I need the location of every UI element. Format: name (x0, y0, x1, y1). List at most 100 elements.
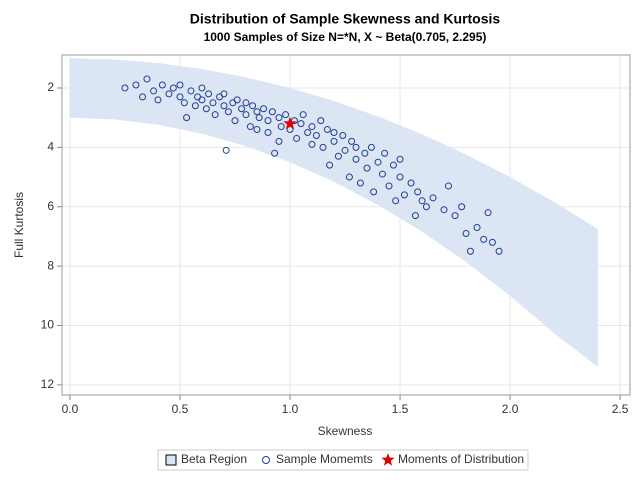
sample-point (495, 247, 503, 255)
y-tick-label: 6 (47, 199, 54, 213)
sample-point (440, 206, 448, 214)
sample-point (275, 114, 283, 122)
sample-point (233, 96, 241, 104)
sample-point (246, 123, 254, 131)
sample-point (260, 105, 268, 113)
sample-point (158, 81, 166, 89)
sample-point (308, 140, 316, 148)
sample-point (253, 126, 261, 134)
sample-point (132, 81, 140, 89)
x-tick-label: 2.0 (502, 402, 519, 416)
sample-point (317, 117, 325, 125)
sample-point (286, 126, 294, 134)
sample-point (466, 247, 474, 255)
x-axis-label: Skewness (318, 424, 373, 438)
legend-swatch (262, 456, 270, 464)
sample-point (488, 238, 496, 246)
distribution-star (283, 116, 297, 130)
legend-frame (157, 449, 529, 471)
x-tick-label: 1.5 (392, 402, 409, 416)
sample-point (348, 137, 356, 145)
sample-point (381, 149, 389, 157)
sample-point (334, 152, 342, 160)
sample-point (422, 203, 430, 211)
sample-point (231, 117, 239, 125)
sample-point (361, 149, 369, 157)
plot-frame (61, 54, 631, 396)
legend-label: Beta Region (181, 452, 247, 466)
sample-point (205, 90, 213, 98)
sample-point (400, 191, 408, 199)
sample-point (323, 126, 331, 134)
sample-point (352, 143, 360, 151)
y-tick-label: 8 (47, 258, 54, 272)
sample-point (341, 146, 349, 154)
sample-point (378, 170, 386, 178)
legend-label: Sample Momemts (276, 452, 373, 466)
sample-point (396, 155, 404, 163)
beta-region (69, 58, 599, 368)
sample-point (209, 99, 217, 107)
sample-point (389, 161, 397, 169)
sample-point (451, 212, 459, 220)
y-tick-label: 12 (41, 377, 55, 391)
sample-point (458, 203, 466, 211)
sample-point (150, 87, 158, 95)
sample-point (312, 131, 320, 139)
sample-point (154, 96, 162, 104)
sample-point (330, 137, 338, 145)
y-tick-label: 2 (47, 80, 54, 94)
sample-point (319, 143, 327, 151)
sample-point (352, 155, 360, 163)
sample-point (326, 161, 334, 169)
sample-point (374, 158, 382, 166)
sample-point (356, 179, 364, 187)
sample-point (271, 149, 279, 157)
sample-point (139, 93, 147, 101)
sample-point (304, 129, 312, 137)
sample-point (411, 212, 419, 220)
sample-point (224, 108, 232, 116)
chart-title: Distribution of Sample Skewness and Kurt… (190, 11, 501, 27)
x-tick-label: 0.0 (62, 402, 79, 416)
sample-point (429, 194, 437, 202)
sample-point (407, 179, 415, 187)
sample-point (183, 114, 191, 122)
sample-point (121, 84, 129, 92)
sample-point (253, 108, 261, 116)
sample-point (242, 99, 250, 107)
x-tick-label: 0.5 (172, 402, 189, 416)
sample-point (392, 197, 400, 205)
sample-point (297, 120, 305, 128)
legend-swatch (165, 454, 177, 466)
sample-point (198, 96, 206, 104)
sample-point (191, 102, 199, 110)
sample-point (396, 173, 404, 181)
sample-point (308, 123, 316, 131)
sample-point (444, 182, 452, 190)
sample-point (242, 111, 250, 119)
sample-point (198, 84, 206, 92)
x-tick-label: 1.0 (282, 402, 299, 416)
x-tick-label: 2.5 (612, 402, 629, 416)
sample-point (211, 111, 219, 119)
legend: Beta Region Sample Momemts Moments of Dist… (165, 452, 524, 466)
sample-point (484, 209, 492, 217)
sample-point (220, 102, 228, 110)
sample-point (363, 164, 371, 172)
sample-point (299, 111, 307, 119)
sample-point (255, 114, 263, 122)
sample-point (169, 84, 177, 92)
sample-point (385, 182, 393, 190)
sample-point (418, 197, 426, 205)
sample-point (480, 235, 488, 243)
sample-point (275, 137, 283, 145)
sample-point (268, 108, 276, 116)
sample-point (187, 87, 195, 95)
sample-point (339, 131, 347, 139)
sample-point (277, 123, 285, 131)
sample-point (176, 93, 184, 101)
legend-label: Moments of Distribution (398, 452, 524, 466)
sample-point (222, 146, 230, 154)
